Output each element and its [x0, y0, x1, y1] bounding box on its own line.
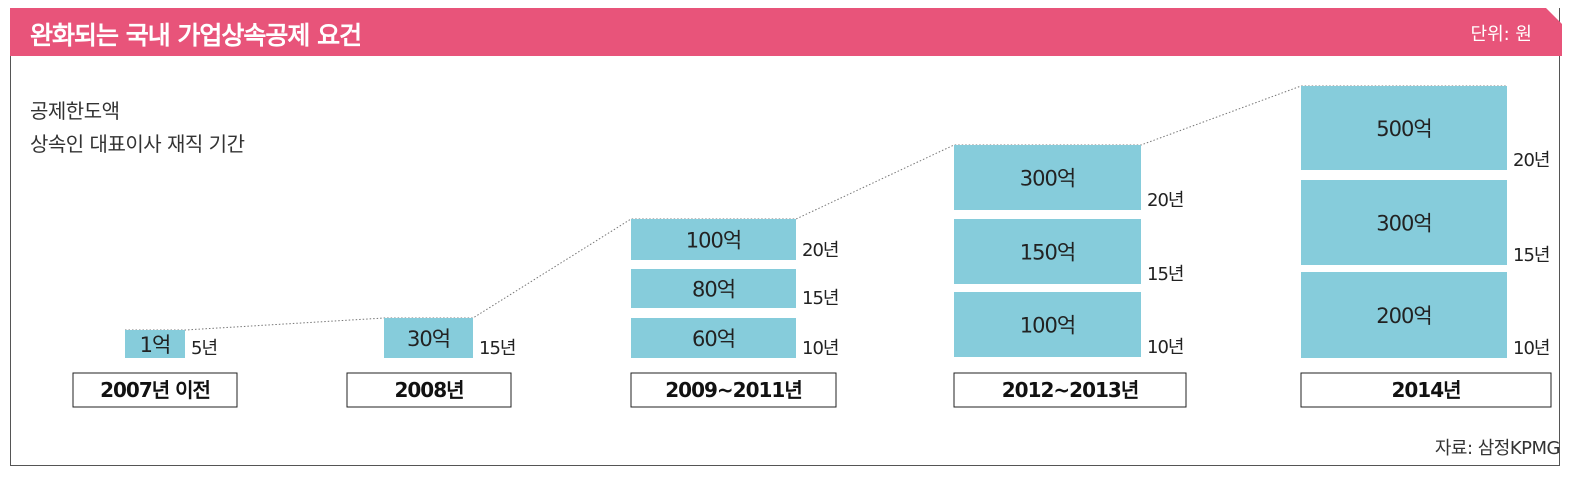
tenure-label: 15년	[479, 338, 515, 359]
bar	[954, 219, 1141, 284]
period-box	[1300, 372, 1552, 408]
legend-tenure-label: 상속인 대표이사 재직 기간	[30, 132, 245, 156]
legend-limit-label: 공제한도액	[30, 99, 120, 123]
tenure-label: 20년	[802, 240, 838, 261]
bar-group: 1억 5년 2007년 이전	[72, 330, 238, 408]
period-box	[630, 372, 837, 408]
bar-group: 60억 10년 80억 15년 100억 20년 2009~2011년	[630, 219, 839, 408]
period-label: 2008년	[394, 378, 463, 402]
tenure-label: 15년	[1513, 245, 1549, 266]
bar	[1301, 86, 1507, 170]
period-label: 2009~2011년	[665, 378, 802, 402]
bar	[1301, 180, 1507, 265]
amount-label: 150억	[1020, 241, 1075, 265]
legend: 공제한도액 상속인 대표이사 재직 기간	[30, 95, 245, 161]
amount-label: 60억	[692, 327, 735, 351]
title-banner: 완화되는 국내 가업상속공제 요건 단위: 원	[10, 8, 1562, 56]
tenure-label: 15년	[1147, 264, 1183, 285]
bar	[954, 145, 1141, 210]
bar	[631, 219, 796, 260]
amount-label: 300억	[1020, 167, 1075, 191]
bar	[631, 269, 796, 308]
bar	[631, 318, 796, 358]
period-box	[953, 372, 1187, 408]
period-label: 2007년 이전	[100, 378, 210, 402]
tenure-label: 20년	[1513, 150, 1549, 171]
tenure-label: 20년	[1147, 190, 1183, 211]
amount-label: 80억	[692, 278, 735, 302]
bar	[125, 330, 185, 358]
tenure-label: 5년	[191, 338, 217, 359]
period-label: 2014년	[1391, 378, 1460, 402]
amount-label: 100억	[1020, 314, 1075, 338]
bar-group: 30억 15년 2008년	[346, 318, 516, 408]
amount-label: 500억	[1376, 117, 1431, 141]
amount-label: 1억	[140, 333, 171, 357]
bar-group: 100억 10년 150억 15년 300억 20년 2012~2013년	[953, 145, 1187, 408]
tenure-label: 10년	[1513, 338, 1549, 359]
tenure-label: 10년	[802, 338, 838, 359]
period-label: 2012~2013년	[1002, 378, 1139, 402]
period-box	[72, 372, 238, 408]
amount-label: 100억	[686, 229, 741, 253]
bar	[1301, 272, 1507, 358]
tenure-label: 15년	[802, 288, 838, 309]
bar	[954, 292, 1141, 357]
bar-group: 200억 10년 300억 15년 500억 20년 2014년	[1300, 86, 1552, 408]
chart-frame	[10, 8, 1560, 466]
amount-label: 30억	[407, 327, 450, 351]
unit-label: 단위: 원	[1470, 24, 1532, 45]
tenure-label: 10년	[1147, 337, 1183, 358]
bar	[384, 318, 473, 358]
title-banner-shape	[10, 8, 1562, 56]
source-note: 자료: 삼정KPMG	[1434, 438, 1561, 459]
amount-label: 200억	[1376, 304, 1431, 328]
period-box	[346, 372, 512, 408]
chart-title: 완화되는 국내 가업상속공제 요건	[30, 21, 362, 50]
amount-label: 300억	[1376, 212, 1431, 236]
